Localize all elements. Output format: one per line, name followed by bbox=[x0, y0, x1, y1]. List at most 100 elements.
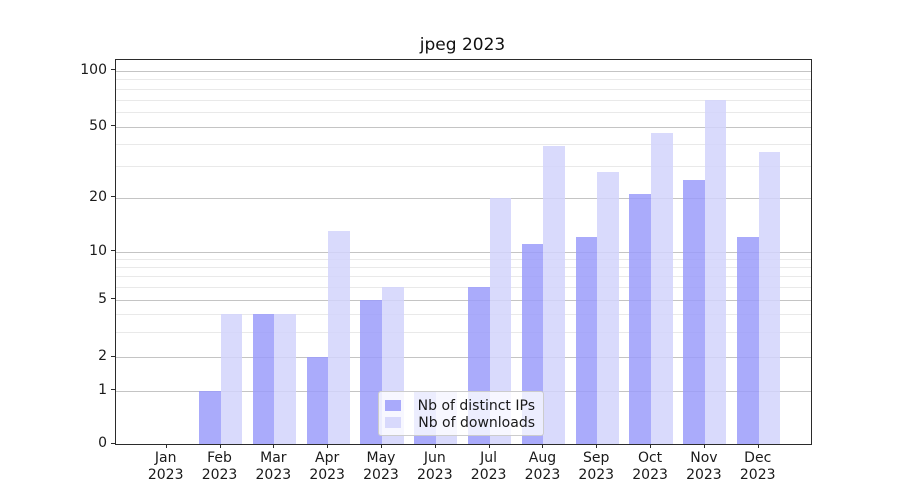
x-tick-month: Apr bbox=[315, 450, 340, 466]
y-tick-label: 0 bbox=[98, 435, 107, 451]
x-tick-month: Aug bbox=[528, 450, 557, 466]
x-tick-year: 2023 bbox=[470, 467, 507, 483]
y-gridline-minor bbox=[116, 79, 811, 81]
x-tick-year: 2023 bbox=[739, 467, 776, 483]
bar-distinct-ips-apr bbox=[306, 357, 329, 444]
y-gridline-major bbox=[116, 357, 811, 359]
legend-label-distinct-ips: Nb of distinct IPs bbox=[417, 397, 535, 414]
x-tick-label: Jun 2023 bbox=[405, 450, 465, 484]
y-gridline-major bbox=[116, 299, 811, 301]
chart-title: jpeg 2023 bbox=[419, 35, 506, 55]
legend-swatch-distinct-ips-icon bbox=[385, 400, 401, 411]
x-tick-mark bbox=[380, 444, 382, 448]
x-tick-month: Sep bbox=[583, 450, 610, 466]
x-tick-label: Sep 2023 bbox=[566, 450, 626, 484]
x-tick-label: Oct 2023 bbox=[620, 450, 680, 484]
bar-downloads-aug bbox=[543, 146, 566, 444]
plot-area bbox=[115, 59, 812, 445]
bar-distinct-ips-may bbox=[360, 299, 382, 444]
x-tick-year: 2023 bbox=[201, 467, 238, 483]
y-gridline-minor bbox=[116, 267, 811, 269]
x-tick-month: Dec bbox=[744, 450, 772, 466]
bar-distinct-ips-feb bbox=[198, 390, 221, 444]
x-tick-mark bbox=[434, 444, 436, 448]
x-tick-month: Jan bbox=[154, 450, 177, 466]
y-gridline-minor bbox=[116, 287, 811, 289]
x-tick-label: May 2023 bbox=[351, 450, 411, 484]
x-tick-mark bbox=[219, 444, 221, 448]
x-tick-mark bbox=[703, 444, 705, 448]
bar-downloads-apr bbox=[328, 231, 350, 444]
x-tick-mark bbox=[488, 444, 490, 448]
x-tick-month: Jul bbox=[480, 450, 498, 466]
x-tick-year: 2023 bbox=[147, 467, 184, 483]
x-tick-label: Feb 2023 bbox=[190, 450, 250, 484]
y-tick-mark bbox=[111, 442, 115, 444]
x-tick-year: 2023 bbox=[632, 467, 668, 483]
x-tick-label: Dec 2023 bbox=[728, 450, 788, 484]
x-tick-year: 2023 bbox=[524, 467, 561, 483]
y-tick-label: 2 bbox=[98, 348, 107, 365]
legend: Nb of distinct IPs Nb of downloads bbox=[378, 391, 544, 436]
bar-downloads-mar bbox=[274, 313, 296, 444]
legend-item-downloads: Nb of downloads bbox=[385, 414, 535, 431]
y-tick-label: 1 bbox=[98, 381, 107, 398]
x-tick-mark bbox=[165, 444, 167, 448]
bar-downloads-sep bbox=[597, 171, 619, 444]
y-gridline-minor bbox=[116, 166, 811, 168]
x-tick-mark bbox=[327, 444, 329, 448]
y-gridline-minor bbox=[116, 99, 811, 101]
bar-distinct-ips-mar bbox=[252, 313, 275, 444]
x-tick-label: Jan 2023 bbox=[136, 450, 196, 484]
x-tick-label: Aug 2023 bbox=[512, 450, 572, 484]
x-tick-year: 2023 bbox=[416, 467, 453, 483]
x-tick-mark bbox=[542, 444, 544, 448]
x-tick-month: Nov bbox=[690, 450, 718, 466]
y-gridline-minor bbox=[116, 331, 811, 333]
y-gridline-major bbox=[116, 126, 811, 128]
y-tick-label: 100 bbox=[80, 61, 107, 78]
bar-downloads-feb bbox=[220, 313, 243, 444]
y-tick-mark bbox=[111, 196, 115, 198]
x-tick-mark bbox=[757, 444, 759, 448]
y-tick-label: 5 bbox=[98, 290, 107, 307]
bar-downloads-oct bbox=[651, 133, 673, 444]
y-tick-label: 10 bbox=[89, 242, 107, 259]
x-tick-month: Oct bbox=[637, 450, 663, 466]
y-gridline-major bbox=[116, 251, 811, 253]
legend-label-downloads: Nb of downloads bbox=[418, 414, 535, 431]
y-tick-label: 20 bbox=[89, 188, 107, 205]
bar-downloads-jul bbox=[489, 197, 512, 444]
x-tick-month: Mar bbox=[260, 450, 287, 466]
x-tick-year: 2023 bbox=[363, 467, 399, 483]
legend-item-distinct-ips: Nb of distinct IPs bbox=[385, 397, 535, 414]
x-tick-label: Jul 2023 bbox=[459, 450, 519, 484]
y-gridline-minor bbox=[116, 112, 811, 114]
y-tick-mark bbox=[111, 298, 115, 300]
x-tick-mark bbox=[650, 444, 652, 448]
y-gridline-minor bbox=[116, 258, 811, 260]
bar-distinct-ips-dec bbox=[737, 237, 759, 444]
bar-downloads-nov bbox=[704, 99, 727, 444]
x-tick-month: Jun bbox=[423, 450, 446, 466]
x-tick-month: May bbox=[366, 450, 396, 466]
bar-downloads-dec bbox=[758, 152, 781, 444]
bar-distinct-ips-nov bbox=[683, 180, 705, 444]
y-tick-mark bbox=[111, 355, 115, 357]
y-tick-mark bbox=[111, 69, 115, 71]
y-gridline-major bbox=[116, 70, 811, 72]
x-tick-year: 2023 bbox=[309, 467, 345, 483]
y-gridline-major bbox=[116, 197, 811, 199]
y-tick-mark bbox=[111, 250, 115, 252]
y-gridline-minor bbox=[116, 88, 811, 90]
bar-distinct-ips-sep bbox=[575, 237, 598, 444]
y-tick-mark bbox=[111, 389, 115, 391]
x-tick-month: Feb bbox=[207, 450, 232, 466]
x-tick-label: Nov 2023 bbox=[674, 450, 734, 484]
x-tick-mark bbox=[596, 444, 598, 448]
y-gridline-minor bbox=[116, 313, 811, 315]
x-tick-year: 2023 bbox=[578, 467, 615, 483]
y-gridline-minor bbox=[116, 144, 811, 146]
legend-swatch-downloads-icon bbox=[385, 417, 402, 428]
